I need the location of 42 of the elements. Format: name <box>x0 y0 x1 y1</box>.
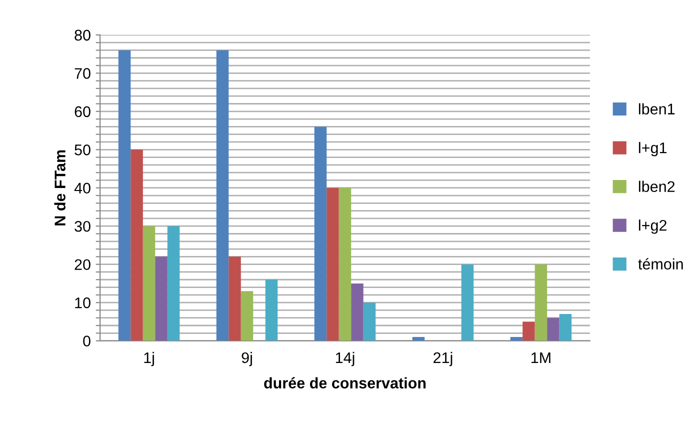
bar <box>547 318 560 341</box>
bar <box>351 283 364 341</box>
y-tick-label: 20 <box>74 259 90 270</box>
bar <box>130 150 143 341</box>
y-tick-label: 0 <box>83 336 90 346</box>
y-axis-title: N de FTam <box>54 150 66 226</box>
bar <box>314 126 327 341</box>
legend-label: témoin <box>638 258 683 270</box>
x-axis-title: durée de conservation <box>264 377 426 388</box>
y-tick-label: 70 <box>74 68 90 79</box>
y-tick-label: 10 <box>75 297 90 308</box>
legend-label: l+g2 <box>638 220 666 234</box>
y-tick-label: 80 <box>74 30 90 41</box>
x-tick-label: 9j <box>242 352 252 366</box>
bar <box>326 188 339 341</box>
y-tick-label: 50 <box>74 144 90 156</box>
y-tick-label: 40 <box>74 182 90 194</box>
bar <box>228 256 241 341</box>
bar <box>216 50 229 341</box>
bar <box>534 264 548 341</box>
bar <box>522 322 535 341</box>
bar <box>412 336 425 341</box>
bar <box>118 50 131 341</box>
bar <box>461 264 474 341</box>
bar <box>155 256 168 341</box>
legend-label: lben2 <box>638 180 675 192</box>
x-tick-label: 21j <box>434 352 452 366</box>
y-tick-label: 60 <box>74 106 90 118</box>
bar <box>363 302 376 341</box>
x-tick-label: 1M <box>532 352 550 363</box>
legend-label: lben1 <box>638 103 675 114</box>
bar <box>142 226 156 341</box>
bar <box>510 336 523 341</box>
x-tick-label: 14j <box>336 352 354 366</box>
bar <box>559 314 572 341</box>
bar <box>338 188 352 341</box>
bar <box>240 291 254 341</box>
x-tick-label: 1j <box>144 352 154 366</box>
legend-label: l+g1 <box>638 142 667 156</box>
y-tick-label: 30 <box>74 220 90 232</box>
bar <box>167 226 180 341</box>
bar <box>265 280 278 341</box>
